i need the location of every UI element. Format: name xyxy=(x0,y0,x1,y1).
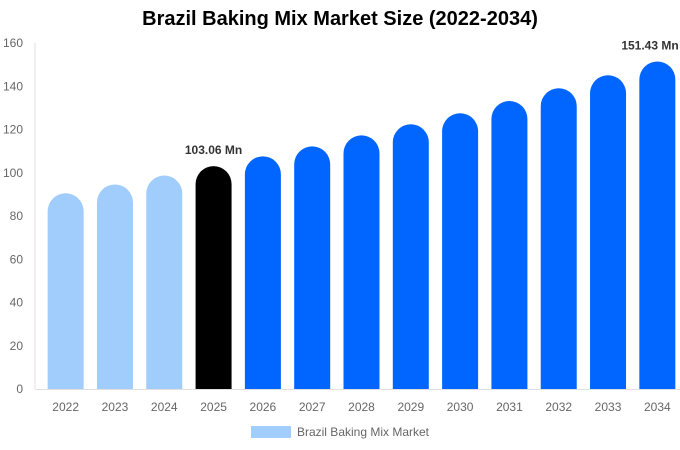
data-label: 103.06 Mn xyxy=(185,143,242,157)
x-tick-label: 2033 xyxy=(595,400,622,414)
x-tick-label: 2028 xyxy=(348,400,375,414)
y-tick-label: 100 xyxy=(3,166,23,180)
bar-2030 xyxy=(442,113,479,389)
bar-2029 xyxy=(392,124,429,390)
x-tick-label: 2032 xyxy=(545,400,572,414)
bar-2023 xyxy=(96,184,133,389)
x-tick-label: 2027 xyxy=(299,400,326,414)
bar-2031 xyxy=(491,100,528,389)
bar-2033 xyxy=(590,75,627,389)
x-tick-label: 2022 xyxy=(52,400,79,414)
data-label: 151.43 Mn xyxy=(621,39,678,53)
x-tick-label: 2030 xyxy=(447,400,474,414)
bar-2027 xyxy=(294,146,331,389)
x-tick-label: 2026 xyxy=(250,400,277,414)
legend-swatch xyxy=(250,426,291,438)
y-tick-label: 20 xyxy=(10,339,24,353)
y-tick-label: 40 xyxy=(10,296,24,310)
y-tick-label: 60 xyxy=(10,252,24,266)
bar-2034 xyxy=(639,61,676,389)
bar-2032 xyxy=(540,88,577,389)
y-tick-label: 80 xyxy=(10,209,24,223)
x-tick-label: 2025 xyxy=(200,400,227,414)
y-tick-label: 0 xyxy=(16,382,23,396)
y-tick-label: 120 xyxy=(3,123,23,137)
bar-2025 xyxy=(195,166,232,389)
bar-2024 xyxy=(146,175,183,389)
x-tick-label: 2029 xyxy=(397,400,424,414)
chart-title: Brazil Baking Mix Market Size (2022-2034… xyxy=(142,8,538,30)
x-tick-label: 2024 xyxy=(151,400,178,414)
bar-2026 xyxy=(244,156,281,389)
bar-2022 xyxy=(47,193,84,389)
x-tick-label: 2031 xyxy=(496,400,523,414)
x-tick-label: 2023 xyxy=(102,400,129,414)
y-tick-label: 140 xyxy=(3,79,23,93)
bar-2028 xyxy=(343,135,380,389)
x-tick-label: 2034 xyxy=(644,400,671,414)
y-tick-label: 160 xyxy=(3,36,23,50)
legend[interactable]: Brazil Baking Mix Market xyxy=(0,425,680,439)
legend-label: Brazil Baking Mix Market xyxy=(296,425,430,439)
